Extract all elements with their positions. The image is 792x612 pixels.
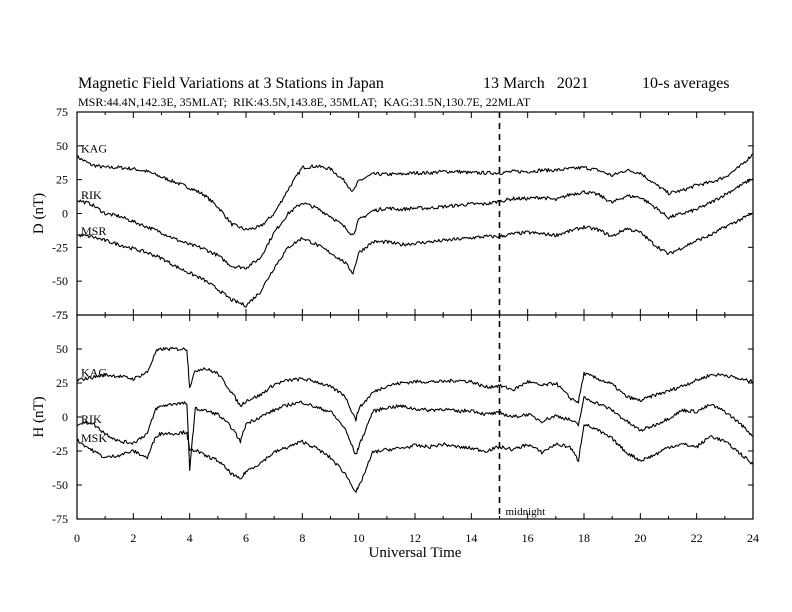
x-tick-label: 12	[409, 531, 421, 545]
midnight-label: midnight	[506, 506, 546, 518]
h-y-axis-label: H (nT)	[31, 396, 47, 437]
h-ytick-label: 50	[56, 342, 68, 356]
x-tick-label: 4	[187, 531, 193, 545]
stations-info: MSR:44.4N,142.3E, 35MLAT; RIK:43.5N,143.…	[78, 95, 531, 109]
d-series-rik	[76, 178, 754, 270]
h-station-label-msk: MSK	[81, 431, 107, 445]
chart-averaging: 10-s averages	[642, 75, 730, 92]
h-ytick-label: 75	[56, 308, 68, 322]
h-series-rik	[76, 395, 754, 471]
h-ytick-label: -75	[52, 512, 68, 526]
d-station-label-kag: KAG	[81, 142, 107, 156]
x-tick-label: 22	[691, 531, 703, 545]
d-series-msr	[76, 212, 754, 308]
d-station-label-rik: RIK	[81, 188, 102, 202]
x-tick-label: 6	[243, 531, 249, 545]
d-ytick-label: 75	[56, 105, 68, 119]
h-ytick-label: 25	[56, 376, 68, 390]
d-ytick-label: -50	[52, 274, 68, 288]
x-tick-label: 10	[353, 531, 365, 545]
d-station-label-msr: MSR	[81, 224, 106, 238]
h-ytick-label: 0	[62, 410, 68, 424]
x-tick-label: 20	[634, 531, 646, 545]
h-ytick-label: -50	[52, 478, 68, 492]
d-panel: 75 50 25 0 -25 -50 -75 D (nT) KAG RIK MSR	[31, 105, 754, 322]
h-panel: 75 50 25 0 -25 -50 -75 H (nT) KAG RIK MSK	[31, 308, 754, 526]
x-tick-label: 16	[522, 531, 534, 545]
d-series-kag	[76, 153, 754, 231]
h-station-label-kag: KAG	[81, 365, 107, 379]
chart-date: 13 March 2021	[483, 75, 589, 92]
x-tick-label: 18	[578, 531, 590, 545]
x-tick-label: 14	[465, 531, 477, 545]
h-station-label-rik: RIK	[81, 412, 102, 426]
h-ytick-label: -25	[52, 444, 68, 458]
h-series-msr	[76, 423, 754, 493]
d-ytick-label: -25	[52, 240, 68, 254]
x-tick-label: 2	[130, 531, 136, 545]
chart-title: Magnetic Field Variations at 3 Stations …	[78, 75, 384, 92]
d-ytick-label: 50	[56, 139, 68, 153]
h-series-kag	[76, 346, 754, 422]
x-tick-label: 24	[747, 531, 759, 545]
d-ytick-label: -75	[52, 308, 68, 322]
x-axis-label: Universal Time	[369, 545, 462, 561]
x-tick-label: 0	[74, 531, 80, 545]
d-ytick-label: 0	[62, 207, 68, 221]
x-tick-label: 8	[299, 531, 305, 545]
d-y-axis-label: D (nT)	[31, 193, 47, 234]
d-ytick-label: 25	[56, 173, 68, 187]
